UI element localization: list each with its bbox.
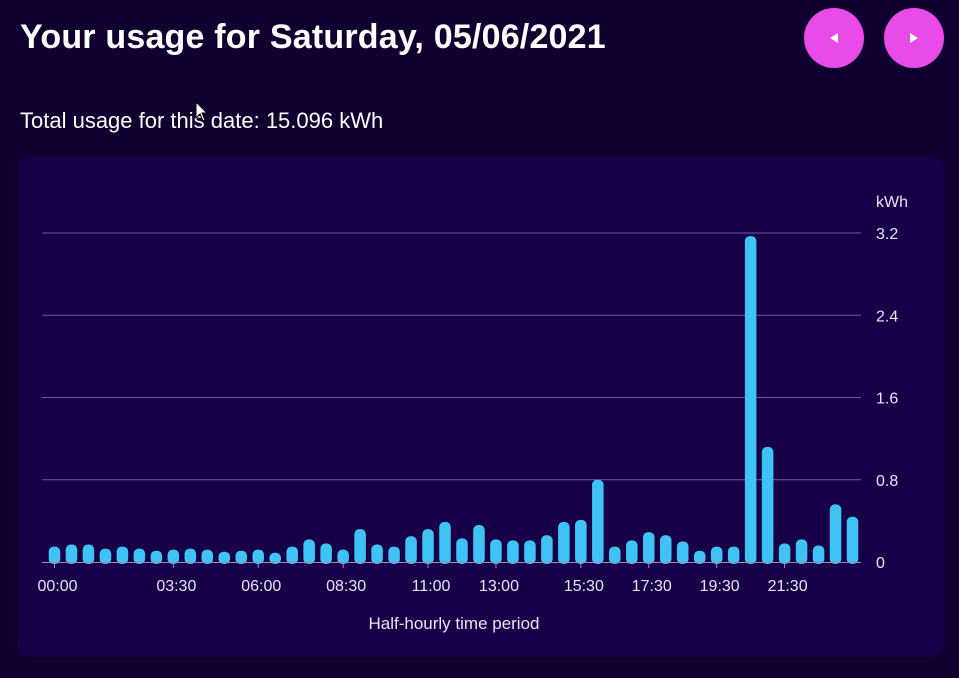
triangle-right-icon [910,33,918,43]
usage-bar [218,551,231,564]
usage-bar [116,546,129,564]
usage-bar [829,504,842,564]
usage-bar [48,546,61,564]
mouse-cursor-icon [195,101,209,122]
usage-bar [388,546,400,564]
usage-bar [82,544,95,564]
usage-chart-card: 0 0.8 1.6 2.4 3.2 kWh 00:00 03:30 06:00 08:30 11:0… [18,157,944,657]
usage-bar [710,546,723,564]
y-tick-label: 0 [876,555,885,572]
y-tick-label: 1.6 [876,391,898,408]
usage-bar [337,549,349,564]
next-day-button[interactable] [884,8,944,68]
usage-bar [201,549,214,564]
x-axis-label: Half-hourly time period [368,614,539,633]
usage-bar [642,532,655,564]
usage-bar [507,540,519,564]
usage-bar [795,539,808,564]
usage-bar [150,550,163,564]
x-tick-label: 17:30 [632,578,672,595]
usage-bar [744,236,757,564]
usage-bar [812,545,825,564]
usage-bar [727,546,740,564]
usage-bar [558,521,570,564]
usage-bar [524,540,536,564]
usage-bar [371,544,383,564]
y-tick-label: 0.8 [876,473,898,490]
usage-bar [320,543,332,564]
usage-bar [286,546,298,564]
x-tick-label: 06:00 [241,578,281,595]
usage-bar [167,549,180,564]
x-tick-label: 19:30 [700,578,740,595]
usage-bar [626,540,638,564]
usage-bar [846,516,859,564]
x-tick-label: 00:00 [37,578,77,595]
usage-bar [659,535,672,564]
triangle-left-icon [830,33,838,43]
previous-day-button[interactable] [804,8,864,68]
usage-bar [354,529,366,564]
usage-bar [778,543,791,564]
usage-bar [456,538,468,564]
x-tick-label: 21:30 [768,578,808,595]
usage-bar [541,535,553,564]
usage-bar [252,549,265,564]
usage-bar [473,524,485,564]
usage-bar [592,479,604,564]
usage-bar [303,539,315,564]
usage-bar [575,519,587,564]
y-tick-label: 3.2 [876,226,898,243]
usage-bar-chart: 0 0.8 1.6 2.4 3.2 kWh 00:00 03:30 06:00 08:30 11:0… [37,194,908,633]
x-tick-label: 11:00 [412,578,451,595]
y-tick-label: 2.4 [876,308,898,325]
page-title: Your usage for Saturday, 05/06/2021 [20,18,606,56]
y-axis-unit: kWh [876,194,908,211]
usage-bar [439,521,451,564]
x-tick-label: 03:30 [156,578,196,595]
usage-bar [609,546,621,564]
usage-bar [65,544,78,564]
usage-bar [405,536,417,564]
usage-bar [184,548,197,564]
usage-bar [269,552,281,564]
usage-bar [676,541,689,564]
x-tick-label: 08:30 [326,578,366,595]
x-tick-label: 13:00 [479,578,519,595]
usage-bar [490,539,502,564]
usage-bar [422,529,434,564]
usage-bar [99,548,112,564]
usage-bar [761,446,774,564]
usage-bar [235,550,248,564]
usage-bar [133,548,146,564]
x-tick-label: 15:30 [564,578,604,595]
usage-bar [693,550,706,564]
